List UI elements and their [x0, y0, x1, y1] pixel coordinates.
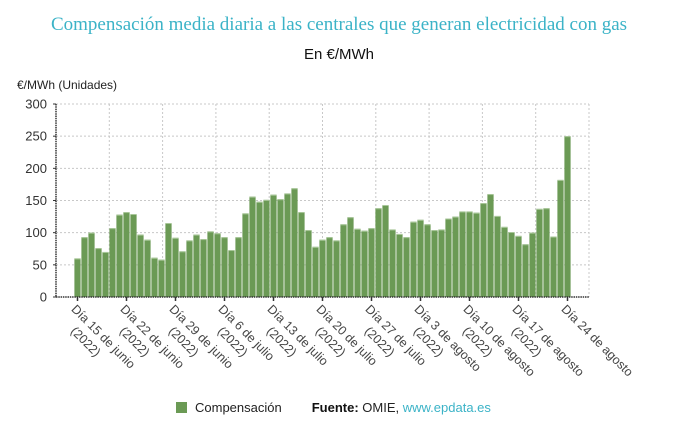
bar: [291, 188, 298, 297]
bar: [333, 240, 340, 297]
bar: [494, 215, 501, 297]
bar: [277, 199, 284, 297]
y-tick-label: 50: [33, 257, 47, 272]
bar: [522, 244, 529, 297]
bar: [438, 229, 445, 297]
source-note: Fuente: OMIE, www.epdata.es: [312, 400, 491, 415]
bar: [242, 213, 249, 297]
chart-title: Compensación media diaria a las centrale…: [50, 14, 628, 35]
bar: [459, 211, 466, 297]
bar: [340, 224, 347, 297]
bar: [508, 232, 515, 297]
chart-subtitle: En €/MWh: [303, 46, 375, 63]
bar: [431, 230, 438, 297]
bar: [417, 219, 424, 297]
y-tick-label: 250: [25, 129, 47, 144]
bar: [228, 250, 235, 297]
legend-label: Compensación: [195, 400, 282, 415]
bar: [515, 235, 522, 297]
y-tick-label: 300: [25, 97, 47, 112]
bar: [200, 239, 207, 297]
source-link[interactable]: www.epdata.es: [402, 400, 491, 415]
bar: [564, 136, 571, 297]
bar: [144, 239, 151, 297]
y-tick-label: 200: [25, 161, 47, 176]
bar: [487, 194, 494, 297]
bar: [396, 233, 403, 297]
bar: [319, 239, 326, 297]
bar: [424, 224, 431, 297]
bar: [284, 193, 291, 297]
bar: [256, 201, 263, 297]
bar: [501, 226, 508, 297]
bar: [445, 218, 452, 297]
bar: [137, 234, 144, 297]
bar: [361, 230, 368, 297]
bar: [536, 208, 543, 297]
bar: [326, 237, 333, 297]
bar: [116, 214, 123, 297]
bar: [298, 212, 305, 297]
bar: [81, 237, 88, 297]
bar: [193, 234, 200, 297]
bar: [550, 236, 557, 297]
bar: [466, 211, 473, 297]
bar: [312, 246, 319, 297]
source-prefix: Fuente:: [311, 400, 359, 415]
bar: [347, 217, 354, 297]
bar: [214, 233, 221, 297]
bar: [529, 232, 536, 297]
y-tick-labels: 0 50 100 150 200 250 300: [25, 97, 47, 305]
bar: [109, 228, 116, 297]
bar: [557, 179, 564, 297]
bar: [123, 212, 130, 297]
bar: [235, 237, 242, 297]
bar: [305, 230, 312, 297]
bar: [480, 203, 487, 297]
bar: [263, 199, 270, 297]
bar: [186, 240, 193, 297]
bar: [473, 212, 480, 297]
bar: [270, 194, 277, 297]
bar: [74, 258, 81, 297]
bar: [403, 237, 410, 297]
bars: [74, 136, 571, 297]
legend: Compensación Fuente: OMIE, www.epdata.es: [176, 400, 491, 415]
x-tick-labels: Día 15 de junio(2022) Día 22 de junio(202…: [68, 302, 636, 379]
bar: [389, 229, 396, 297]
bar: [130, 214, 137, 297]
bar: [382, 205, 389, 297]
bar: [165, 223, 172, 297]
bar: [354, 228, 361, 297]
y-tick-label: 100: [25, 225, 47, 240]
bar: [88, 232, 95, 297]
bar: [543, 208, 550, 297]
y-tick-label: 0: [40, 290, 47, 305]
bar: [151, 257, 158, 297]
bar: [102, 251, 109, 297]
bar: [172, 237, 179, 297]
bar: [179, 251, 186, 297]
bar: [221, 237, 228, 297]
bar: [410, 221, 417, 297]
bar: [452, 216, 459, 297]
axes: [53, 103, 589, 301]
bar: [249, 196, 256, 297]
bar: [375, 208, 382, 297]
source-text: OMIE,: [358, 400, 403, 415]
y-axis-label: €/MWh (Unidades): [17, 78, 118, 92]
y-tick-label: 150: [25, 193, 47, 208]
bar: [207, 231, 214, 297]
legend-swatch-compensacion: [176, 402, 187, 413]
bar: [95, 248, 102, 297]
bar: [368, 228, 375, 297]
bar: [158, 259, 165, 297]
